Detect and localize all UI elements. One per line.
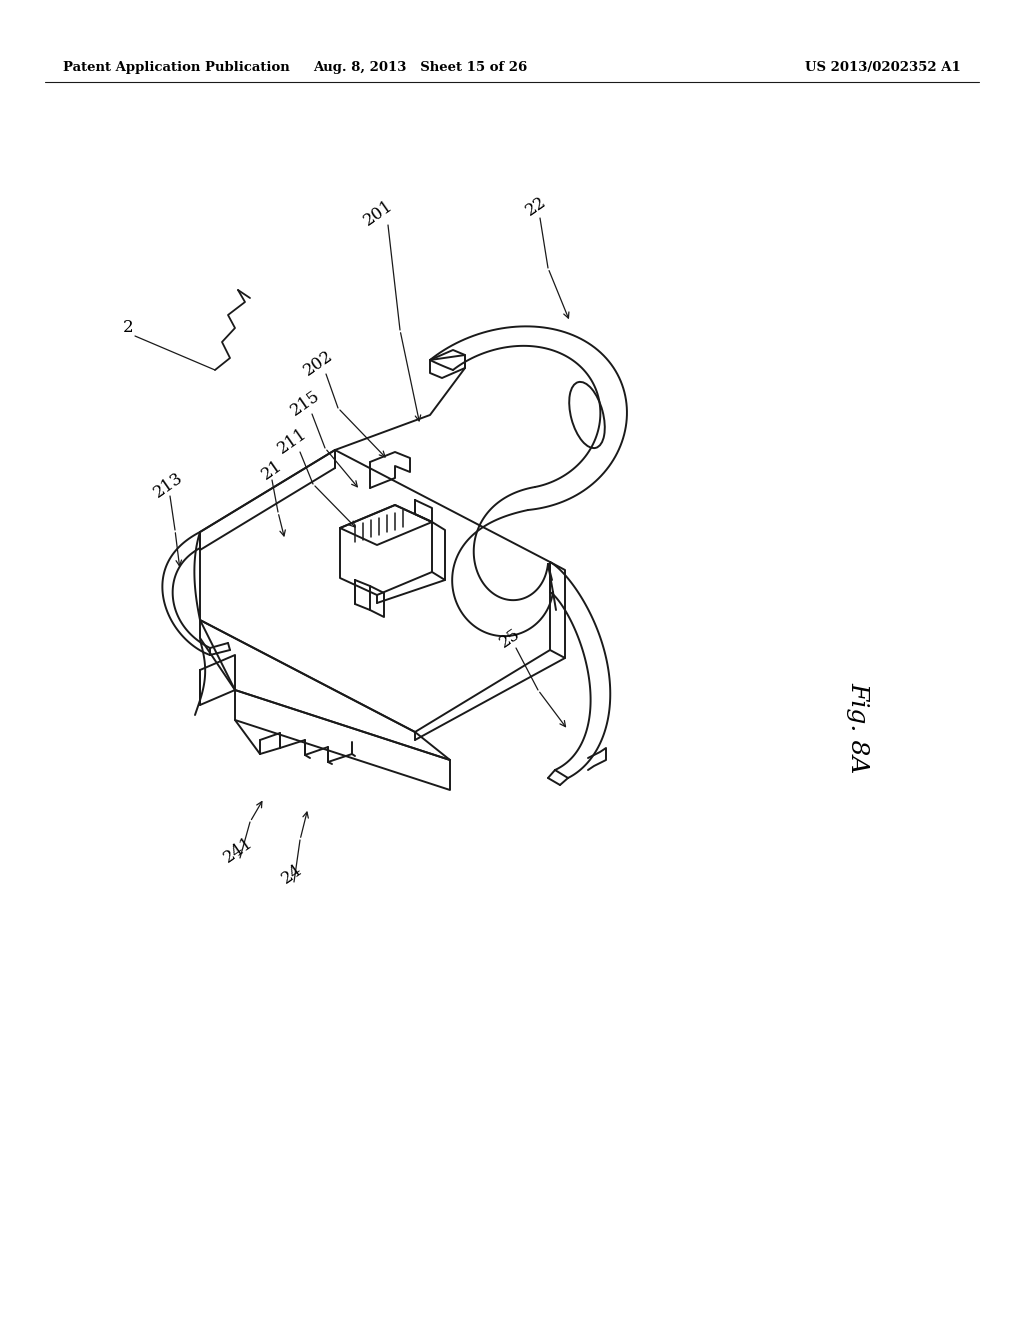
Text: 22: 22 bbox=[522, 193, 550, 219]
Text: 202: 202 bbox=[300, 347, 336, 379]
Text: 213: 213 bbox=[151, 469, 186, 502]
Text: 2: 2 bbox=[123, 319, 133, 337]
Text: 25: 25 bbox=[497, 624, 523, 651]
Text: 241: 241 bbox=[220, 834, 256, 866]
Text: 201: 201 bbox=[360, 197, 396, 230]
Text: 21: 21 bbox=[258, 457, 286, 483]
Text: 24: 24 bbox=[279, 861, 305, 887]
Text: Aug. 8, 2013   Sheet 15 of 26: Aug. 8, 2013 Sheet 15 of 26 bbox=[313, 62, 527, 74]
Text: Patent Application Publication: Patent Application Publication bbox=[63, 62, 290, 74]
Text: 215: 215 bbox=[287, 387, 323, 418]
Text: US 2013/0202352 A1: US 2013/0202352 A1 bbox=[805, 62, 961, 74]
Text: 211: 211 bbox=[274, 425, 310, 457]
Text: Fig. 8A: Fig. 8A bbox=[847, 682, 869, 774]
